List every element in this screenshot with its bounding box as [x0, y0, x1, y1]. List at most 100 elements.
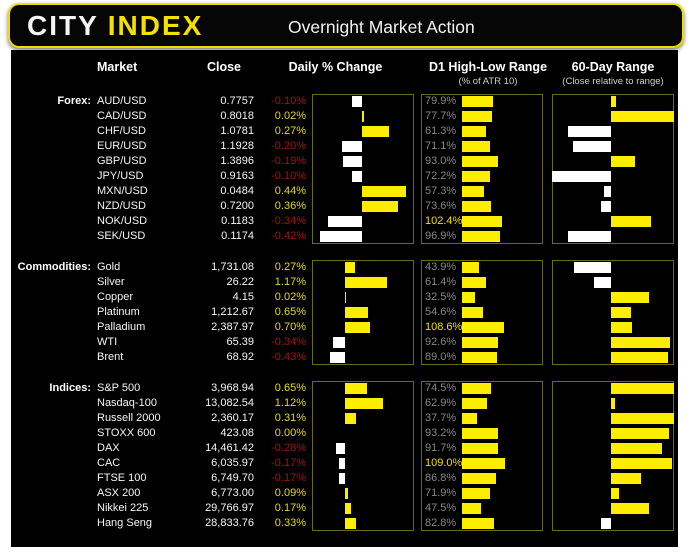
d1-range-cell: 54.6%: [421, 305, 543, 320]
daily-change-chart-cell: [312, 94, 414, 109]
daily-pct-value: -0.42%: [271, 230, 306, 242]
range60-bar: [610, 443, 662, 454]
range60-bar: [610, 413, 674, 424]
d1-pct-label: 71.1%: [425, 140, 457, 152]
market-name: Silver: [97, 276, 125, 288]
close-value: 6,035.97: [211, 457, 254, 469]
daily-change-bar: [345, 322, 370, 333]
daily-change-bar: [345, 262, 355, 273]
table-row: MXN/USD 0.0484 0.44% 57.3%: [11, 184, 678, 199]
daily-change-bar: [345, 518, 357, 529]
d1-range-bar: [462, 488, 490, 499]
close-value: 13,082.54: [205, 397, 254, 409]
d1-pct-label: 57.3%: [425, 185, 457, 197]
d1-pct-label: 54.6%: [425, 306, 457, 318]
daily-pct-value: -0.34%: [271, 336, 306, 348]
d1-pct-label: 79.9%: [425, 95, 457, 107]
daily-pct-value: 0.17%: [274, 502, 306, 514]
range60-bar: [610, 488, 619, 499]
section: Commodities: Gold 1,731.08 0.27% 43.9% S…: [11, 260, 678, 365]
daily-change-chart-cell: [312, 199, 414, 214]
table-row: CAC 6,035.97 -0.17% 109.0%: [11, 456, 678, 471]
table-row: NZD/USD 0.7200 0.36% 73.6%: [11, 199, 678, 214]
market-name: Nasdaq-100: [97, 397, 157, 409]
range60-bar: [593, 277, 611, 288]
daily-change-bar: [362, 201, 398, 212]
close-value: 29,766.97: [205, 502, 254, 514]
table-row: Indices: S&P 500 3,968.94 0.65% 74.5%: [11, 381, 678, 396]
chart-frame: [312, 260, 414, 365]
d1-pct-label: 61.4%: [425, 276, 457, 288]
range60-bar: [610, 458, 672, 469]
section-label: Commodities:: [17, 261, 91, 273]
daily-pct-value: -0.10%: [271, 170, 306, 182]
d1-range-cell: 72.2%: [421, 169, 543, 184]
daily-pct-value: 0.70%: [274, 321, 306, 333]
d1-pct-label: 77.7%: [425, 110, 457, 122]
daily-change-bar: [339, 473, 345, 484]
d1-range-bar: [462, 518, 495, 529]
column-headers: Market Close Daily % Change D1 High-Low …: [11, 56, 678, 94]
chart-frame: [312, 381, 414, 531]
d1-pct-label: 109.0%: [425, 457, 463, 469]
close-value: 1,212.67: [211, 306, 254, 318]
d1-range-cell: 37.7%: [421, 411, 543, 426]
table-row: DAX 14,461.42 -0.28% 91.7%: [11, 441, 678, 456]
daily-pct-value: 0.27%: [274, 125, 306, 137]
d1-range-cell: 77.7%: [421, 109, 543, 124]
table-row: Commodities: Gold 1,731.08 0.27% 43.9%: [11, 260, 678, 275]
daily-change-bar: [333, 337, 346, 348]
market-name: CAD/USD: [97, 110, 147, 122]
close-value: 2,360.17: [211, 412, 254, 424]
daily-pct-value: 0.09%: [274, 487, 306, 499]
header: CITY INDEX Overnight Market Action: [8, 3, 684, 48]
d1-range-cell: 43.9%: [421, 260, 543, 275]
close-value: 423.08: [220, 427, 254, 439]
daily-pct-value: 0.27%: [274, 261, 306, 273]
chart-frame: [421, 94, 543, 244]
close-value: 28,833.76: [205, 517, 254, 529]
range60-cell: [552, 501, 674, 516]
market-name: WTI: [97, 336, 118, 348]
section: Forex: AUD/USD 0.7757 -0.10% 79.9% CAD/U…: [11, 94, 678, 244]
d1-range-bar: [462, 171, 491, 182]
col-header-market: Market: [97, 60, 138, 74]
range60-bar: [601, 518, 611, 529]
range60-cell: [552, 486, 674, 501]
daily-change-bar: [343, 156, 362, 167]
range60-cell: [552, 335, 674, 350]
d1-range-cell: 108.6%: [421, 320, 543, 335]
daily-change-chart-cell: [312, 290, 414, 305]
d1-range-cell: 93.0%: [421, 154, 543, 169]
table-row: NOK/USD 0.1183 -0.34% 102.4%: [11, 214, 678, 229]
daily-change-chart-cell: [312, 381, 414, 396]
d1-range-bar: [462, 96, 494, 107]
daily-change-bar: [329, 352, 346, 363]
daily-pct-value: -0.10%: [271, 95, 306, 107]
close-value: 3,968.94: [211, 382, 254, 394]
daily-change-chart-cell: [312, 411, 414, 426]
range60-cell: [552, 199, 674, 214]
d1-range-cell: 82.8%: [421, 516, 543, 531]
range60-bar: [610, 307, 631, 318]
market-name: Palladium: [97, 321, 146, 333]
range60-cell: [552, 184, 674, 199]
d1-pct-label: 74.5%: [425, 382, 457, 394]
d1-pct-label: 86.8%: [425, 472, 457, 484]
d1-pct-label: 89.0%: [425, 351, 457, 363]
d1-pct-label: 32.5%: [425, 291, 457, 303]
daily-change-chart-cell: [312, 184, 414, 199]
daily-change-bar: [345, 413, 356, 424]
daily-pct-value: 0.00%: [274, 427, 306, 439]
range60-cell: [552, 154, 674, 169]
daily-change-chart-cell: [312, 441, 414, 456]
daily-change-bar: [352, 171, 362, 182]
daily-change-bar: [345, 488, 349, 499]
close-value: 6,773.00: [211, 487, 254, 499]
d1-range-bar: [462, 322, 505, 333]
d1-pct-label: 61.3%: [425, 125, 457, 137]
table-row: SEK/USD 0.1174 -0.42% 96.9%: [11, 229, 678, 244]
daily-change-bar: [328, 216, 362, 227]
daily-change-chart-cell: [312, 516, 414, 531]
